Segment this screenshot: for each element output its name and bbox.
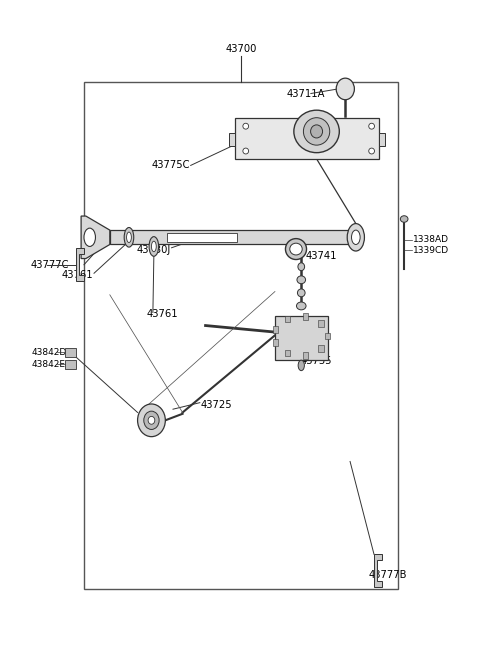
- Polygon shape: [76, 248, 84, 281]
- Bar: [273, 326, 278, 333]
- Ellipse shape: [127, 232, 132, 242]
- Text: 43761: 43761: [61, 271, 93, 280]
- Text: 43777C: 43777C: [30, 260, 69, 270]
- Text: 43842E: 43842E: [32, 360, 66, 369]
- Text: 43842D: 43842D: [32, 348, 67, 357]
- Polygon shape: [81, 216, 110, 259]
- Ellipse shape: [286, 238, 307, 259]
- Text: 43735: 43735: [300, 356, 332, 367]
- Ellipse shape: [351, 230, 360, 244]
- Bar: [110, 230, 350, 244]
- Ellipse shape: [84, 228, 96, 246]
- Bar: [229, 133, 235, 146]
- Bar: [285, 350, 290, 356]
- Ellipse shape: [347, 223, 364, 251]
- Ellipse shape: [152, 241, 156, 252]
- Ellipse shape: [297, 276, 306, 284]
- Ellipse shape: [311, 125, 323, 138]
- Bar: [285, 316, 290, 322]
- Text: 43775C: 43775C: [151, 160, 190, 170]
- Ellipse shape: [243, 123, 249, 129]
- Ellipse shape: [369, 123, 374, 129]
- Bar: [65, 360, 76, 369]
- Ellipse shape: [243, 148, 249, 154]
- Text: 43700: 43700: [226, 45, 257, 54]
- Ellipse shape: [124, 227, 134, 247]
- Text: 43730J: 43730J: [136, 246, 170, 255]
- Bar: [379, 133, 385, 146]
- Bar: [275, 316, 327, 360]
- Text: 43777B: 43777B: [368, 570, 407, 580]
- Bar: [302, 314, 308, 320]
- Ellipse shape: [138, 404, 165, 437]
- Text: 43725: 43725: [201, 400, 232, 409]
- Ellipse shape: [294, 110, 339, 153]
- Bar: [302, 352, 308, 358]
- Ellipse shape: [297, 302, 306, 310]
- Polygon shape: [374, 554, 382, 587]
- Ellipse shape: [369, 148, 374, 154]
- Bar: [318, 320, 324, 327]
- Text: 1339CD: 1339CD: [413, 246, 449, 255]
- Bar: [324, 333, 330, 339]
- Bar: [318, 345, 324, 352]
- Ellipse shape: [336, 78, 354, 100]
- Ellipse shape: [298, 263, 305, 271]
- Ellipse shape: [298, 360, 304, 371]
- Text: 43711A: 43711A: [287, 88, 325, 98]
- Ellipse shape: [148, 417, 155, 424]
- Bar: [84, 83, 398, 589]
- Bar: [167, 233, 237, 242]
- Text: 1338AD: 1338AD: [413, 235, 449, 244]
- Ellipse shape: [149, 236, 158, 256]
- Ellipse shape: [144, 411, 159, 430]
- Bar: [65, 348, 76, 357]
- Text: 43741: 43741: [306, 251, 337, 261]
- Text: 43761: 43761: [147, 309, 178, 320]
- Polygon shape: [235, 119, 379, 159]
- Bar: [273, 339, 278, 346]
- Ellipse shape: [298, 289, 305, 297]
- Ellipse shape: [290, 243, 302, 255]
- Ellipse shape: [400, 215, 408, 222]
- Ellipse shape: [303, 118, 330, 145]
